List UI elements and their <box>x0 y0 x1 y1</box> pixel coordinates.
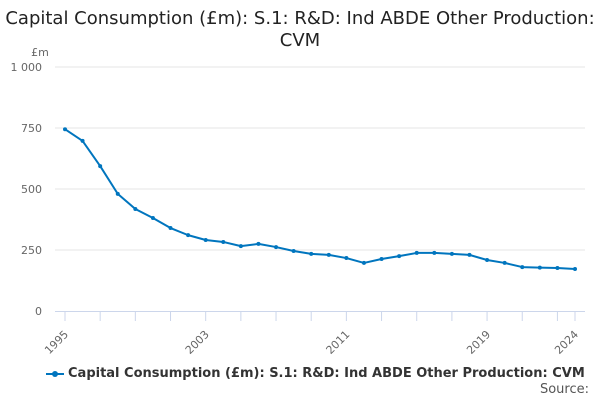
data-point <box>221 239 226 244</box>
y-tick-label: 500 <box>21 183 42 196</box>
y-tick-label: 0 <box>35 305 42 318</box>
series-line <box>64 128 576 271</box>
data-point <box>291 248 296 253</box>
x-tick-label: 2003 <box>183 328 212 357</box>
data-point <box>203 237 208 242</box>
data-point <box>573 267 577 272</box>
data-point <box>555 266 560 271</box>
data-point <box>414 250 419 255</box>
data-point <box>309 251 314 256</box>
x-tick-label: 2019 <box>464 328 493 357</box>
data-point <box>361 260 366 265</box>
data-point <box>344 256 349 261</box>
data-point <box>150 216 155 221</box>
data-point <box>63 127 67 132</box>
y-tick-label: 250 <box>21 244 42 257</box>
data-point <box>256 241 261 246</box>
y-tick-label: 750 <box>21 122 42 135</box>
data-point <box>115 191 120 196</box>
x-tick-label: 2024 <box>552 328 581 357</box>
x-tick-label: 2011 <box>324 328 353 357</box>
data-point <box>274 245 279 250</box>
data-point <box>80 138 85 143</box>
data-point <box>326 252 331 257</box>
data-point <box>98 164 103 169</box>
source-label: Source: <box>539 382 589 397</box>
legend-label: Capital Consumption (£m): S.1: R&D: Ind … <box>68 366 585 381</box>
y-tick-label: 1 000 <box>11 61 43 74</box>
x-tick-label: 1995 <box>42 328 71 357</box>
data-point <box>432 250 437 255</box>
data-point <box>467 252 472 257</box>
data-point <box>186 233 191 238</box>
data-point <box>502 260 507 265</box>
data-point <box>168 226 173 231</box>
data-point <box>397 254 402 259</box>
legend[interactable]: Capital Consumption (£m): S.1: R&D: Ind … <box>46 366 585 381</box>
data-point <box>449 251 454 256</box>
data-point <box>379 257 384 262</box>
data-point <box>485 258 490 263</box>
data-point <box>133 207 138 212</box>
chart-title: Capital Consumption (£m): S.1: R&D: Ind … <box>5 8 595 51</box>
data-point <box>520 265 525 270</box>
y-axis-label: £m <box>31 46 49 59</box>
legend-line-icon <box>46 370 64 377</box>
data-point <box>238 244 243 249</box>
data-point <box>537 265 542 270</box>
